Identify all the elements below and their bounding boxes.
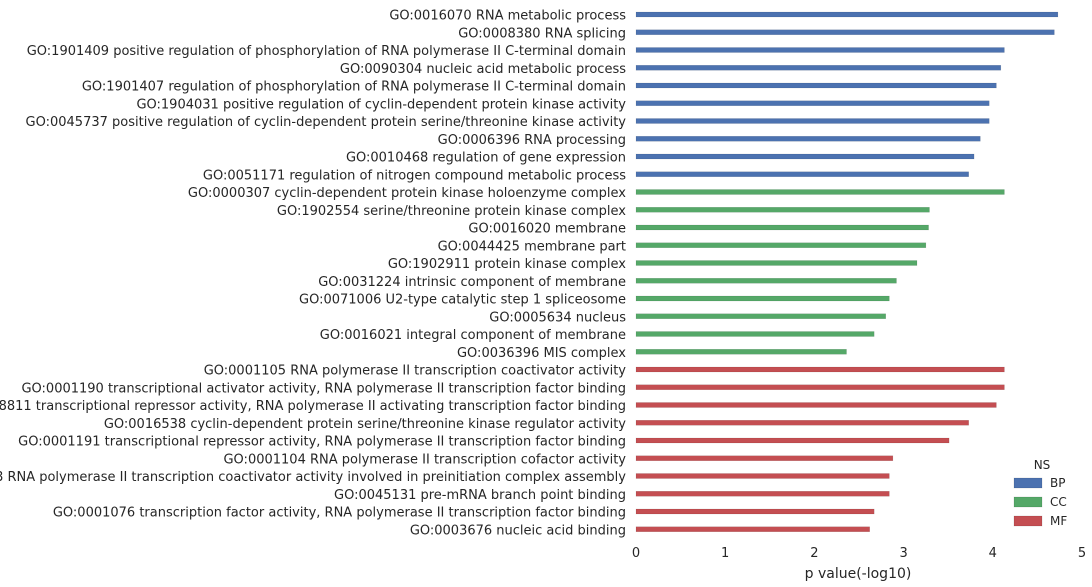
category-label: GO:0090304 nucleic acid metabolic proces… — [340, 62, 626, 77]
category-label: GO:0016070 RNA metabolic process — [389, 9, 626, 24]
category-label: GO:0001191 transcriptional repressor act… — [18, 435, 626, 450]
legend-swatch-mf — [1013, 515, 1043, 527]
category-label: GO:0031224 intrinsic component of membra… — [318, 275, 626, 290]
category-label: GO:1901409 positive regulation of phosph… — [27, 44, 626, 59]
category-label: GO:1904031 positive regulation of cyclin… — [136, 97, 626, 112]
category-label: GO:0098811 transcriptional repressor act… — [0, 399, 626, 414]
category-label: GO:0005634 nucleus — [489, 310, 626, 325]
bar-cc — [635, 331, 875, 337]
bar-bp — [635, 47, 1005, 53]
category-label: GO:1902911 protein kinase complex — [388, 257, 626, 272]
bar-mf — [635, 384, 1005, 390]
bar-mf — [635, 455, 894, 461]
category-label: GO:0016538 cyclin-dependent protein seri… — [104, 417, 626, 432]
category-label: GO:0016020 membrane — [468, 222, 626, 237]
bar-cc — [635, 207, 930, 213]
bar-mf — [635, 437, 950, 444]
bar-bp — [635, 82, 997, 89]
bar-cc — [635, 224, 929, 231]
x-tick-label: 0 — [632, 546, 640, 561]
category-label: GO:0001104 RNA polymerase II transcripti… — [223, 452, 626, 467]
category-label: GO:1902554 serine/threonine protein kina… — [277, 204, 626, 219]
bar-mf — [635, 491, 890, 497]
category-label: GO:0001190 transcriptional activator act… — [21, 381, 626, 396]
legend-swatch-cc — [1013, 496, 1043, 508]
bar-mf — [635, 420, 969, 426]
bar-bp — [635, 153, 975, 160]
x-tick-label: 2 — [810, 546, 818, 561]
legend-label-cc: CC — [1050, 495, 1067, 509]
category-label: GO:0045737 positive regulation of cyclin… — [26, 115, 627, 130]
legend-swatch-bp — [1013, 477, 1043, 489]
legend-label-mf: MF — [1050, 514, 1067, 528]
category-label: GO:0036396 MIS complex — [457, 346, 626, 361]
bar-mf — [635, 402, 997, 408]
x-tick-label: 1 — [721, 546, 729, 561]
bar-bp — [635, 136, 981, 142]
category-label: GO:0008380 RNA splicing — [458, 26, 626, 41]
category-label: GO:0045131 pre-mRNA branch point binding — [334, 488, 626, 503]
category-label: GO:0000307 cyclin-dependent protein kina… — [188, 186, 626, 201]
bar-bp — [635, 11, 1059, 18]
legend: NS BP CC MF — [1013, 458, 1067, 528]
bar-cc — [635, 313, 887, 319]
category-label: GO:0001076 transcription factor activity… — [53, 506, 626, 521]
category-label: GO:0010468 regulation of gene expression — [346, 151, 626, 166]
bar-cc — [635, 260, 918, 266]
bar-cc — [635, 242, 927, 248]
x-axis-label: p value(-log10) — [805, 566, 912, 582]
bar-bp — [635, 65, 1002, 71]
bar-cc — [635, 295, 890, 302]
category-label: GO:0003676 nucleic acid binding — [410, 523, 626, 538]
category-label: GO:0001128 RNA polymerase II transcripti… — [0, 470, 626, 485]
bar-cc — [635, 349, 847, 355]
bar-bp — [635, 100, 990, 106]
bar-bp — [635, 29, 1055, 35]
legend-label-bp: BP — [1050, 476, 1065, 490]
bar-bp — [635, 118, 990, 124]
category-label: GO:0001105 RNA polymerase II transcripti… — [204, 364, 627, 379]
x-tick-label: 3 — [899, 546, 907, 561]
x-tick-label: 4 — [989, 546, 997, 561]
bar-cc — [635, 278, 897, 284]
bar-mf — [635, 366, 1005, 373]
bar-bp — [635, 171, 969, 177]
bars — [635, 11, 1059, 532]
bar-mf — [635, 508, 875, 515]
x-axis-ticks: 0 1 2 3 4 5 — [632, 546, 1086, 561]
category-label: GO:0016021 integral component of membran… — [320, 328, 626, 343]
category-label: GO:0044425 membrane part — [438, 239, 626, 254]
category-label: GO:1901407 regulation of phosphorylation… — [82, 80, 626, 95]
bar-cc — [635, 189, 1005, 195]
category-label: GO:0071006 U2-type catalytic step 1 spli… — [299, 293, 626, 308]
category-label: GO:0006396 RNA processing — [438, 133, 626, 148]
category-label: GO:0051171 regulation of nitrogen compou… — [203, 168, 626, 183]
category-labels: GO:0016070 RNA metabolic process GO:00083… — [0, 9, 626, 539]
bar-mf — [635, 473, 890, 479]
bar-mf — [635, 526, 870, 532]
legend-title: NS — [1034, 458, 1051, 472]
x-tick-label: 5 — [1078, 546, 1086, 561]
